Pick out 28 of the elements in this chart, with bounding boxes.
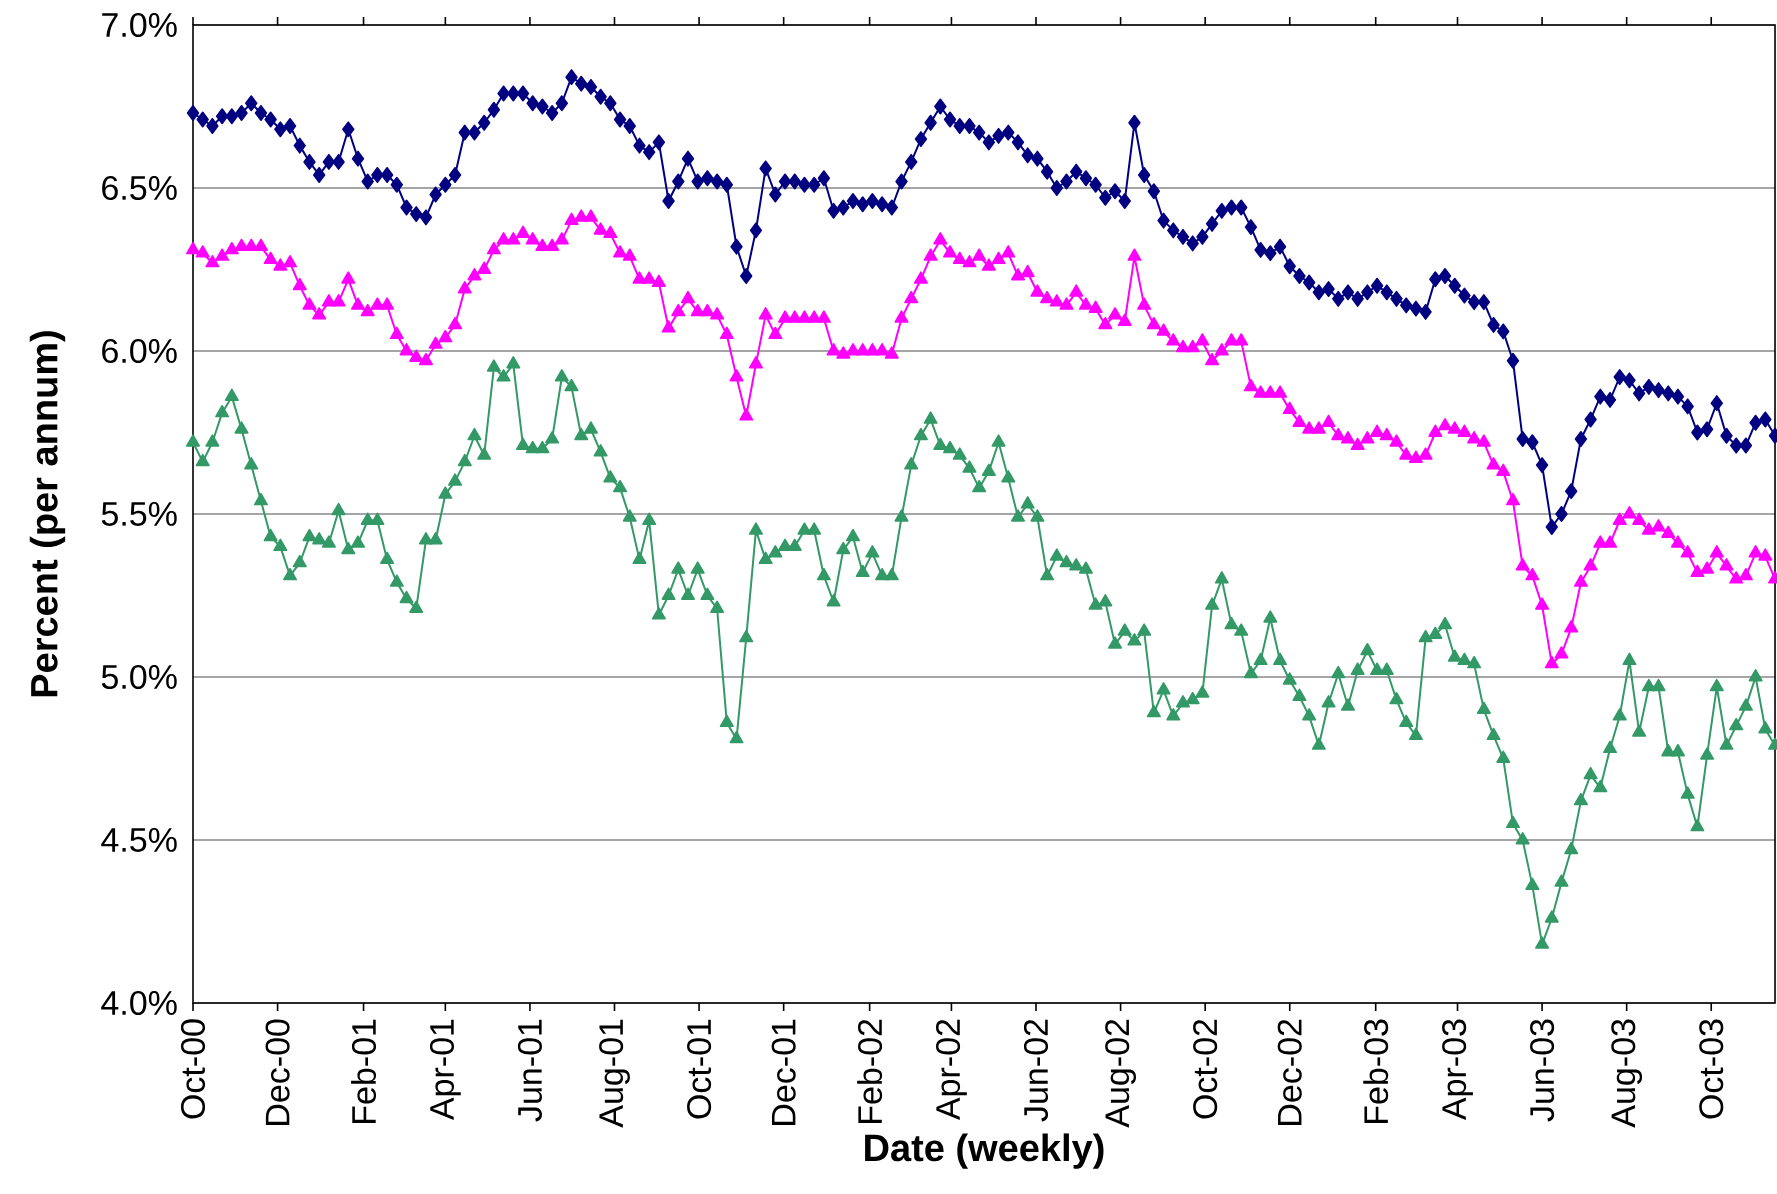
x-tick-label: Feb-03 xyxy=(1363,1019,1389,1123)
x-tick-label: Apr-03 xyxy=(1442,1019,1473,1121)
x-tick-label: Jun-01 xyxy=(517,1019,542,1122)
x-tick-label: Apr-01 xyxy=(429,1019,461,1121)
x-tick-label: Oct-02 xyxy=(1193,1019,1218,1119)
x-tick-label: Aug-01 xyxy=(599,1019,630,1128)
y-axis-title: Percent (per annum) xyxy=(29,331,66,697)
x-tick-label: Aug-02 xyxy=(1105,1019,1136,1128)
y-tick-label: 5.0% xyxy=(101,664,177,690)
y-tick-label: 4.5% xyxy=(101,828,177,852)
x-tick-label: Oct-03 xyxy=(1699,1019,1724,1119)
y-tick-label: 7.0% xyxy=(102,12,177,38)
y-tick-label: 6.5% xyxy=(102,175,177,201)
x-tick-label: Jun-02 xyxy=(1023,1019,1049,1122)
x-tick-label: Apr-02 xyxy=(936,1019,967,1121)
x-tick-label: Oct-00 xyxy=(180,1019,206,1119)
y-tick-label: 5.5% xyxy=(101,502,177,526)
x-tick-label: Jun-03 xyxy=(1530,1019,1555,1122)
x-tick-label: Feb-02 xyxy=(857,1019,883,1123)
x-axis-title: Date (weekly) xyxy=(865,1133,1104,1169)
x-tick-label: Dec-02 xyxy=(1277,1019,1302,1125)
x-tick-label: Aug-03 xyxy=(1611,1019,1643,1128)
x-tick-label: Feb-01 xyxy=(351,1019,377,1123)
y-tick-label: 4.0% xyxy=(101,990,177,1016)
x-tick-label: Dec-01 xyxy=(771,1019,796,1125)
x-tick-label: Dec-00 xyxy=(265,1019,290,1125)
y-tick-label: 6.0% xyxy=(102,338,177,364)
x-tick-label: Oct-01 xyxy=(687,1019,712,1119)
